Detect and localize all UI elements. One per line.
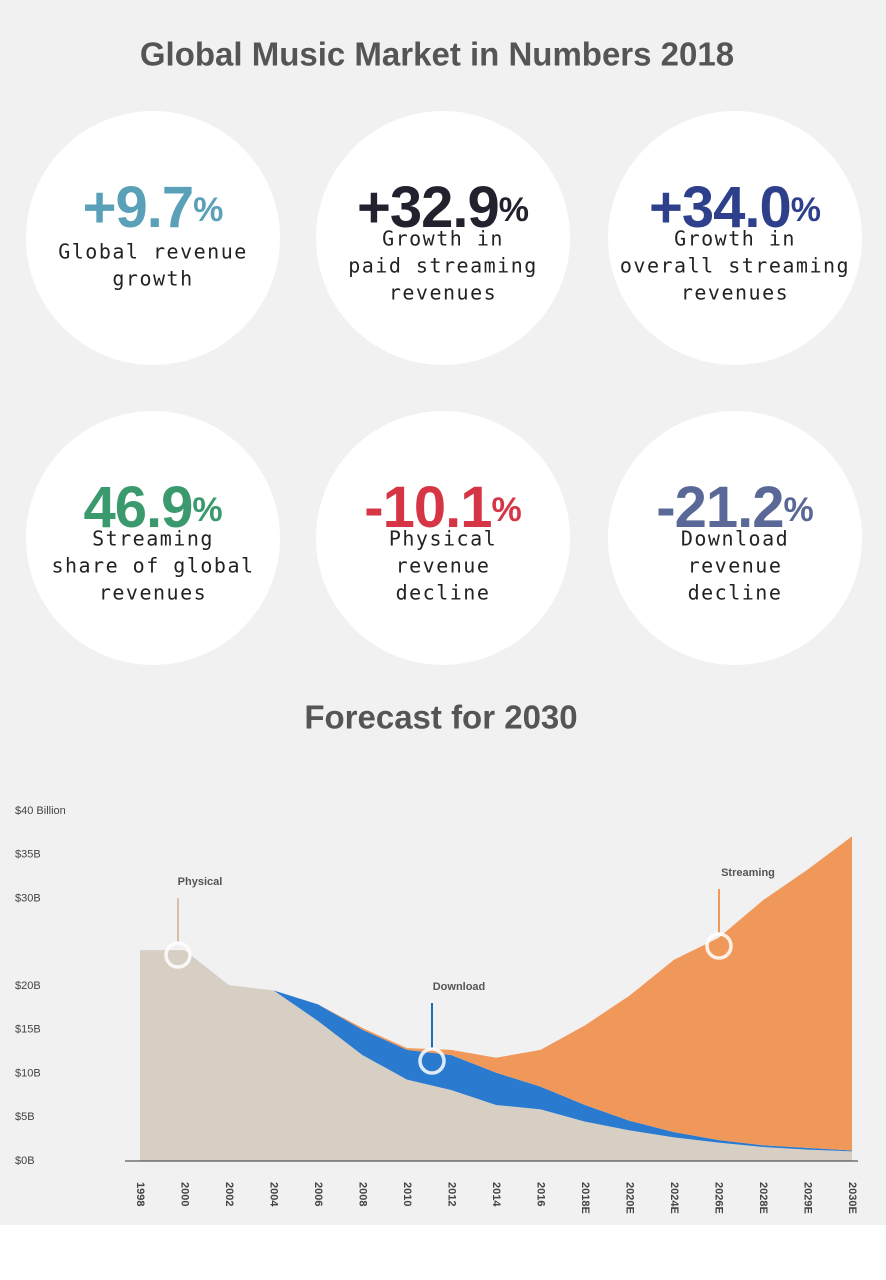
- x-tick-label: 2012: [446, 1182, 458, 1206]
- stat-unit: %: [791, 191, 821, 229]
- x-tick-label: 2010: [401, 1182, 413, 1206]
- y-tick-label: $30B: [15, 892, 41, 904]
- stat-number: -10.1: [364, 475, 491, 540]
- x-tick-label: 2014: [490, 1182, 502, 1207]
- x-tick-label: 2029E: [802, 1182, 814, 1214]
- stat-value: -21.2%: [656, 475, 813, 540]
- y-tick-label: $15B: [15, 1024, 41, 1036]
- stat-value: +32.9%: [357, 175, 529, 240]
- stat-label: revenues: [681, 281, 789, 305]
- stat-circle: [316, 411, 570, 665]
- stat-number: +34.0: [649, 175, 791, 240]
- stat-value: +34.0%: [649, 175, 821, 240]
- y-tick-label: $40 Billion: [15, 805, 66, 817]
- annotation-ring: [705, 932, 733, 960]
- y-tick-label: $5B: [15, 1111, 35, 1123]
- stat-number: 46.9: [83, 475, 192, 540]
- annotation-ring: [418, 1047, 446, 1075]
- stat-label: decline: [688, 581, 783, 605]
- stat-value: 46.9%: [83, 475, 222, 540]
- x-tick-label: 2002: [223, 1182, 235, 1206]
- stat-label: Growth in: [674, 227, 796, 251]
- area: [140, 950, 852, 1161]
- stat-unit: %: [499, 191, 529, 229]
- stat-unit: %: [193, 191, 223, 229]
- stat-label: revenue: [396, 554, 491, 578]
- stat-label: revenues: [99, 581, 207, 605]
- stat-unit: %: [783, 491, 813, 529]
- stat-label: Global revenue: [58, 240, 248, 264]
- stat-label: revenue: [688, 554, 783, 578]
- y-tick-label: $20B: [15, 980, 41, 992]
- stat-circle: [316, 111, 570, 365]
- x-tick-label: 2026E: [713, 1182, 725, 1214]
- stat-label: overall streaming: [620, 254, 850, 278]
- chart-title: Forecast for 2030: [304, 699, 577, 736]
- stat-value: +9.7%: [83, 175, 224, 240]
- stat-label: revenues: [389, 281, 497, 305]
- x-tick-label: 2004: [268, 1182, 280, 1207]
- stat-label: paid streaming: [348, 254, 538, 278]
- x-tick-label: 2008: [357, 1182, 369, 1206]
- stat-number: +9.7: [83, 175, 194, 240]
- stat-label: Physical: [389, 527, 497, 551]
- stat-label: decline: [396, 581, 491, 605]
- stat-circle: [26, 411, 280, 665]
- stat-label: share of global: [51, 554, 254, 578]
- y-tick-label: $35B: [15, 849, 41, 861]
- footer-strip: [0, 1225, 886, 1280]
- stat-label: Growth in: [382, 227, 504, 251]
- x-tick-label: 2028E: [757, 1182, 769, 1214]
- annotation-ring: [164, 941, 192, 969]
- annotation-label: Physical: [178, 876, 223, 888]
- x-tick-label: 2020E: [624, 1182, 636, 1214]
- annotation-label: Streaming: [721, 867, 775, 879]
- area: [140, 836, 852, 1151]
- stat-circle: [608, 411, 862, 665]
- stat-circle: [26, 111, 280, 365]
- x-tick-label: 2024E: [668, 1182, 680, 1214]
- x-tick-label: 1998: [134, 1182, 146, 1206]
- stat-label: Download: [681, 527, 789, 551]
- stat-label: growth: [112, 267, 193, 291]
- x-tick-label: 2030E: [846, 1182, 858, 1214]
- x-tick-label: 2018E: [579, 1182, 591, 1214]
- annotation-label: Download: [433, 981, 486, 993]
- x-tick-label: 2000: [179, 1182, 191, 1206]
- y-tick-label: $0B: [15, 1155, 35, 1167]
- stat-unit: %: [192, 491, 222, 529]
- stat-number: -21.2: [656, 475, 783, 540]
- stat-label: Streaming: [92, 527, 214, 551]
- stat-circle: [608, 111, 862, 365]
- stat-value: -10.1%: [364, 475, 521, 540]
- page-title: Global Music Market in Numbers 2018: [140, 36, 734, 73]
- y-tick-label: $10B: [15, 1067, 41, 1079]
- x-tick-label: 2016: [535, 1182, 547, 1206]
- x-tick-label: 2006: [312, 1182, 324, 1206]
- stat-number: +32.9: [357, 175, 499, 240]
- stat-unit: %: [491, 491, 521, 529]
